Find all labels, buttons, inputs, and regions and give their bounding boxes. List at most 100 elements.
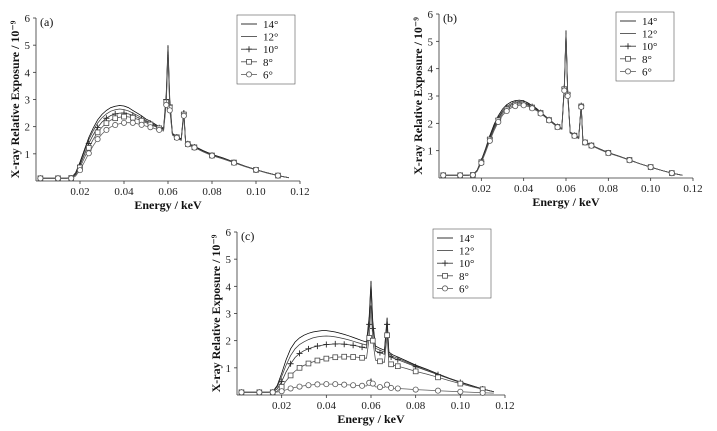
data-point: [359, 382, 366, 389]
data-point: [296, 383, 303, 390]
data-point: [350, 382, 357, 389]
data-point: [287, 360, 294, 367]
data-point: [435, 374, 441, 381]
data-point: [85, 150, 92, 157]
legend-label: 14°: [642, 16, 657, 28]
data-point: [129, 119, 136, 126]
data-point: [564, 93, 571, 100]
legend-label: 12°: [263, 32, 278, 44]
x-axis-label: Energy / keV: [134, 198, 202, 212]
series-line-4: [440, 35, 683, 179]
y-tick-label: 3: [226, 309, 232, 321]
data-point: [554, 124, 561, 131]
data-point: [503, 108, 510, 115]
legend-label: 6°: [459, 283, 469, 295]
data-point: [571, 132, 578, 139]
data-point: [86, 145, 92, 151]
series-line-3: [238, 305, 494, 396]
data-point: [314, 381, 321, 388]
y-tick-label: 4: [25, 67, 31, 79]
chart-panel-a: 0.02 0.04 0.06 0.08 0.10 0.12 1 2 3 4 5 6 Energy / k…: [8, 13, 310, 212]
series-line-0: [241, 280, 494, 393]
data-point: [278, 388, 285, 395]
data-point: [103, 115, 110, 122]
legend-label: 12°: [459, 246, 474, 258]
data-point: [274, 172, 281, 179]
legend-label: 8°: [642, 54, 652, 66]
series-line-4: [238, 377, 494, 396]
data-point: [278, 378, 285, 385]
legend-marker: [442, 260, 448, 267]
data-point: [112, 122, 119, 129]
data-point: [478, 159, 485, 166]
data-point: [341, 381, 348, 388]
data-point: [388, 361, 394, 368]
y-tick-label: 1: [25, 149, 31, 161]
data-point: [520, 102, 527, 109]
x-axis-label: Energy / keV: [532, 195, 600, 209]
data-point: [605, 150, 612, 157]
x-tick-label: 0.04: [514, 183, 534, 195]
series-line-1: [241, 283, 494, 393]
y-tick-label: 6: [428, 9, 434, 21]
data-point: [121, 119, 128, 126]
legend-label: 8°: [459, 271, 469, 283]
data-point: [180, 112, 187, 119]
data-point: [369, 380, 376, 387]
x-tick-label: 0.06: [556, 183, 576, 195]
x-tick-label: 0.12: [683, 183, 702, 195]
x-tick-label: 0.08: [406, 400, 426, 412]
legend-label: 10°: [263, 44, 278, 56]
chart-panel-c: 0.02 0.04 0.06 0.08 0.10 0.12 1 2 3 4 5 6 Energy / k…: [209, 227, 515, 426]
x-tick-label: 0.06: [158, 186, 178, 198]
y-tick-label: 2: [226, 336, 232, 348]
data-point: [388, 353, 395, 360]
data-point: [323, 341, 330, 348]
data-point: [457, 172, 464, 179]
data-point: [512, 103, 519, 110]
data-point: [412, 386, 419, 393]
legend-marker: [442, 272, 448, 279]
x-tick-label: 0.08: [599, 183, 619, 195]
data-point: [647, 164, 654, 171]
data-point: [457, 388, 464, 395]
data-point: [366, 321, 373, 328]
y-tick-label: 3: [25, 95, 31, 107]
data-point: [578, 103, 585, 110]
x-tick-label: 0.02: [472, 183, 491, 195]
data-point: [561, 87, 568, 94]
data-point: [434, 387, 441, 394]
panel-label: (c): [241, 229, 254, 243]
data-point: [138, 121, 145, 128]
data-point: [184, 141, 191, 148]
y-tick-label: 4: [428, 64, 434, 76]
legend-marker: [625, 43, 631, 50]
data-point: [384, 332, 390, 339]
data-point: [479, 389, 486, 396]
data-point: [394, 385, 401, 392]
data-point: [332, 340, 339, 347]
data-point: [314, 357, 321, 364]
panel-label: (a): [40, 15, 53, 29]
data-point: [305, 345, 312, 352]
data-point: [287, 385, 294, 392]
data-point: [156, 126, 163, 133]
data-point: [296, 350, 303, 357]
x-tick-label: 0.12: [290, 186, 309, 198]
data-point: [305, 382, 312, 389]
data-point: [388, 384, 395, 391]
data-point: [230, 159, 237, 166]
data-point: [376, 384, 383, 391]
data-point: [147, 124, 154, 131]
y-tick-label: 4: [226, 281, 232, 293]
y-tick-label: 6: [226, 227, 232, 239]
data-point: [287, 372, 294, 379]
data-point: [238, 389, 245, 396]
data-point: [384, 381, 391, 388]
data-point: [77, 167, 84, 174]
data-point: [166, 107, 173, 114]
data-point: [369, 325, 376, 332]
data-point: [457, 380, 464, 387]
data-point: [350, 342, 357, 349]
data-point: [384, 321, 391, 328]
